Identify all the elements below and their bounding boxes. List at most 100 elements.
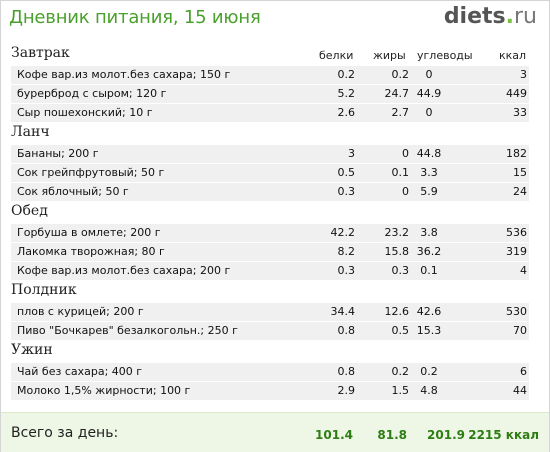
food-kcal: 4 bbox=[520, 264, 527, 277]
food-name: Кофе вар.из молот.без сахара; 200 г bbox=[17, 264, 231, 277]
total-kcal: 2215 ккал bbox=[468, 428, 539, 442]
food-row[interactable]: Пиво "Бочкарев" безалкогольн.; 250 г 0.8 0… bbox=[11, 322, 529, 341]
col-protein: белки bbox=[319, 49, 354, 62]
food-fat: 24.7 bbox=[384, 87, 410, 100]
food-name: Горбуша в омлете; 200 г bbox=[17, 226, 161, 239]
food-row[interactable]: Лакомка творожная; 80 г 8.2 15.8 36.2 319 bbox=[11, 243, 529, 262]
food-name: Сок яблочный; 50 г bbox=[17, 185, 129, 198]
food-kcal: 24 bbox=[513, 185, 527, 198]
food-name: Молоко 1,5% жирности; 100 г bbox=[17, 384, 191, 397]
food-row[interactable]: Сыр пошехонский; 10 г 2.6 2.7 0 33 bbox=[11, 104, 529, 123]
food-row[interactable]: Горбуша в омлете; 200 г 42.2 23.2 3.8 536 bbox=[11, 224, 529, 243]
food-fat: 0.5 bbox=[391, 324, 410, 337]
food-row[interactable]: плов с курицей; 200 г 34.4 12.6 42.6 530 bbox=[11, 303, 529, 322]
food-carbs: 4.8 bbox=[420, 384, 438, 397]
food-kcal: 15 bbox=[513, 166, 527, 179]
food-row[interactable]: Сок грейпфрутовый; 50 г 0.5 0.1 3.3 15 bbox=[11, 164, 529, 183]
food-protein: 0.2 bbox=[337, 68, 356, 81]
food-protein: 2.9 bbox=[337, 384, 356, 397]
food-fat: 0 bbox=[402, 185, 409, 198]
food-kcal: 44 bbox=[513, 384, 527, 397]
food-fat: 2.7 bbox=[391, 106, 410, 119]
total-carbs: 201.9 bbox=[427, 428, 465, 442]
col-carbs: углеводы bbox=[417, 49, 473, 62]
food-fat: 0.2 bbox=[391, 365, 410, 378]
food-name: плов с курицей; 200 г bbox=[17, 305, 144, 318]
col-kcal: ккал bbox=[499, 49, 527, 62]
food-name: Лакомка творожная; 80 г bbox=[17, 245, 165, 258]
food-protein: 34.4 bbox=[330, 305, 356, 318]
food-fat: 12.6 bbox=[384, 305, 410, 318]
food-carbs: 42.6 bbox=[416, 305, 442, 318]
food-kcal: 33 bbox=[513, 106, 527, 119]
food-protein: 0.8 bbox=[337, 365, 356, 378]
total-fat: 81.8 bbox=[377, 428, 407, 442]
food-protein: 8.2 bbox=[337, 245, 356, 258]
food-kcal: 536 bbox=[506, 226, 527, 239]
food-name: Кофе вар.из молот.без сахара; 150 г bbox=[17, 68, 231, 81]
food-carbs: 44.8 bbox=[416, 147, 442, 160]
food-protein: 0.5 bbox=[337, 166, 356, 179]
food-protein: 5.2 bbox=[337, 87, 356, 100]
food-carbs: 0.1 bbox=[420, 264, 438, 277]
food-protein: 0.8 bbox=[337, 324, 356, 337]
food-fat: 0.3 bbox=[391, 264, 410, 277]
page-title: Дневник питания, 15 июня bbox=[9, 7, 261, 28]
food-row[interactable]: Кофе вар.из молот.без сахара; 150 г 0.2 0.… bbox=[11, 66, 529, 85]
food-fat: 0 bbox=[402, 147, 409, 160]
food-row[interactable]: Сок яблочный; 50 г 0.3 0 5.9 24 bbox=[11, 183, 529, 202]
food-row[interactable]: Молоко 1,5% жирности; 100 г 2.9 1.5 4.8 44 bbox=[11, 382, 529, 401]
food-name: бурерброд с сыром; 120 г bbox=[17, 87, 167, 100]
food-carbs: 36.2 bbox=[416, 245, 442, 258]
food-fat: 0.2 bbox=[391, 68, 410, 81]
total-protein: 101.4 bbox=[315, 428, 353, 442]
food-name: Сок грейпфрутовый; 50 г bbox=[17, 166, 165, 179]
meal-title-dinner: Обед bbox=[11, 203, 48, 219]
food-fat: 0.1 bbox=[391, 166, 410, 179]
meal-title-lunch: Ланч bbox=[11, 124, 50, 140]
food-kcal: 449 bbox=[506, 87, 527, 100]
site-logo[interactable]: diets.ru bbox=[444, 4, 537, 29]
food-row[interactable]: бурерброд с сыром; 120 г 5.2 24.7 44.9 449 bbox=[11, 85, 529, 104]
food-protein: 2.6 bbox=[337, 106, 356, 119]
col-fat: жиры bbox=[373, 49, 406, 62]
meal-title-breakfast: Завтрак bbox=[11, 45, 70, 61]
food-carbs: 0 bbox=[425, 106, 433, 119]
food-protein: 42.2 bbox=[330, 226, 356, 239]
logo-main: diets bbox=[443, 4, 506, 29]
food-kcal: 3 bbox=[520, 68, 527, 81]
header: Дневник питания, 15 июня diets.ru bbox=[1, 1, 549, 35]
meal-title-snack: Полдник bbox=[11, 282, 77, 298]
food-protein: 0.3 bbox=[337, 264, 356, 277]
logo-tld: ru bbox=[514, 4, 537, 29]
food-kcal: 6 bbox=[520, 365, 527, 378]
food-carbs: 44.9 bbox=[416, 87, 442, 100]
food-kcal: 319 bbox=[506, 245, 527, 258]
food-name: Бананы; 200 г bbox=[17, 147, 99, 160]
food-carbs: 0.2 bbox=[420, 365, 438, 378]
food-row[interactable]: Кофе вар.из молот.без сахара; 200 г 0.3 0.… bbox=[11, 262, 529, 281]
food-kcal: 530 bbox=[506, 305, 527, 318]
total-label: Всего за день: bbox=[11, 425, 119, 441]
food-carbs: 5.9 bbox=[420, 185, 438, 198]
food-row[interactable]: Бананы; 200 г 3 0 44.8 182 bbox=[11, 145, 529, 164]
food-fat: 15.8 bbox=[384, 245, 410, 258]
food-name: Пиво "Бочкарев" безалкогольн.; 250 г bbox=[17, 324, 238, 337]
food-fat: 23.2 bbox=[384, 226, 410, 239]
food-protein: 3 bbox=[348, 147, 355, 160]
meal-title-supper: Ужин bbox=[11, 342, 53, 358]
food-name: Чай без сахара; 400 г bbox=[17, 365, 143, 378]
food-carbs: 3.8 bbox=[420, 226, 438, 239]
logo-dot: . bbox=[505, 4, 514, 29]
food-row[interactable]: Чай без сахара; 400 г 0.8 0.2 0.2 6 bbox=[11, 363, 529, 382]
food-carbs: 3.3 bbox=[420, 166, 438, 179]
food-kcal: 70 bbox=[513, 324, 527, 337]
food-protein: 0.3 bbox=[337, 185, 356, 198]
daily-total: Всего за день: 101.4 81.8 201.9 2215 кка… bbox=[1, 412, 549, 452]
food-fat: 1.5 bbox=[391, 384, 410, 397]
food-carbs: 0 bbox=[425, 68, 433, 81]
food-carbs: 15.3 bbox=[416, 324, 442, 337]
food-kcal: 182 bbox=[506, 147, 527, 160]
food-name: Сыр пошехонский; 10 г bbox=[17, 106, 153, 119]
